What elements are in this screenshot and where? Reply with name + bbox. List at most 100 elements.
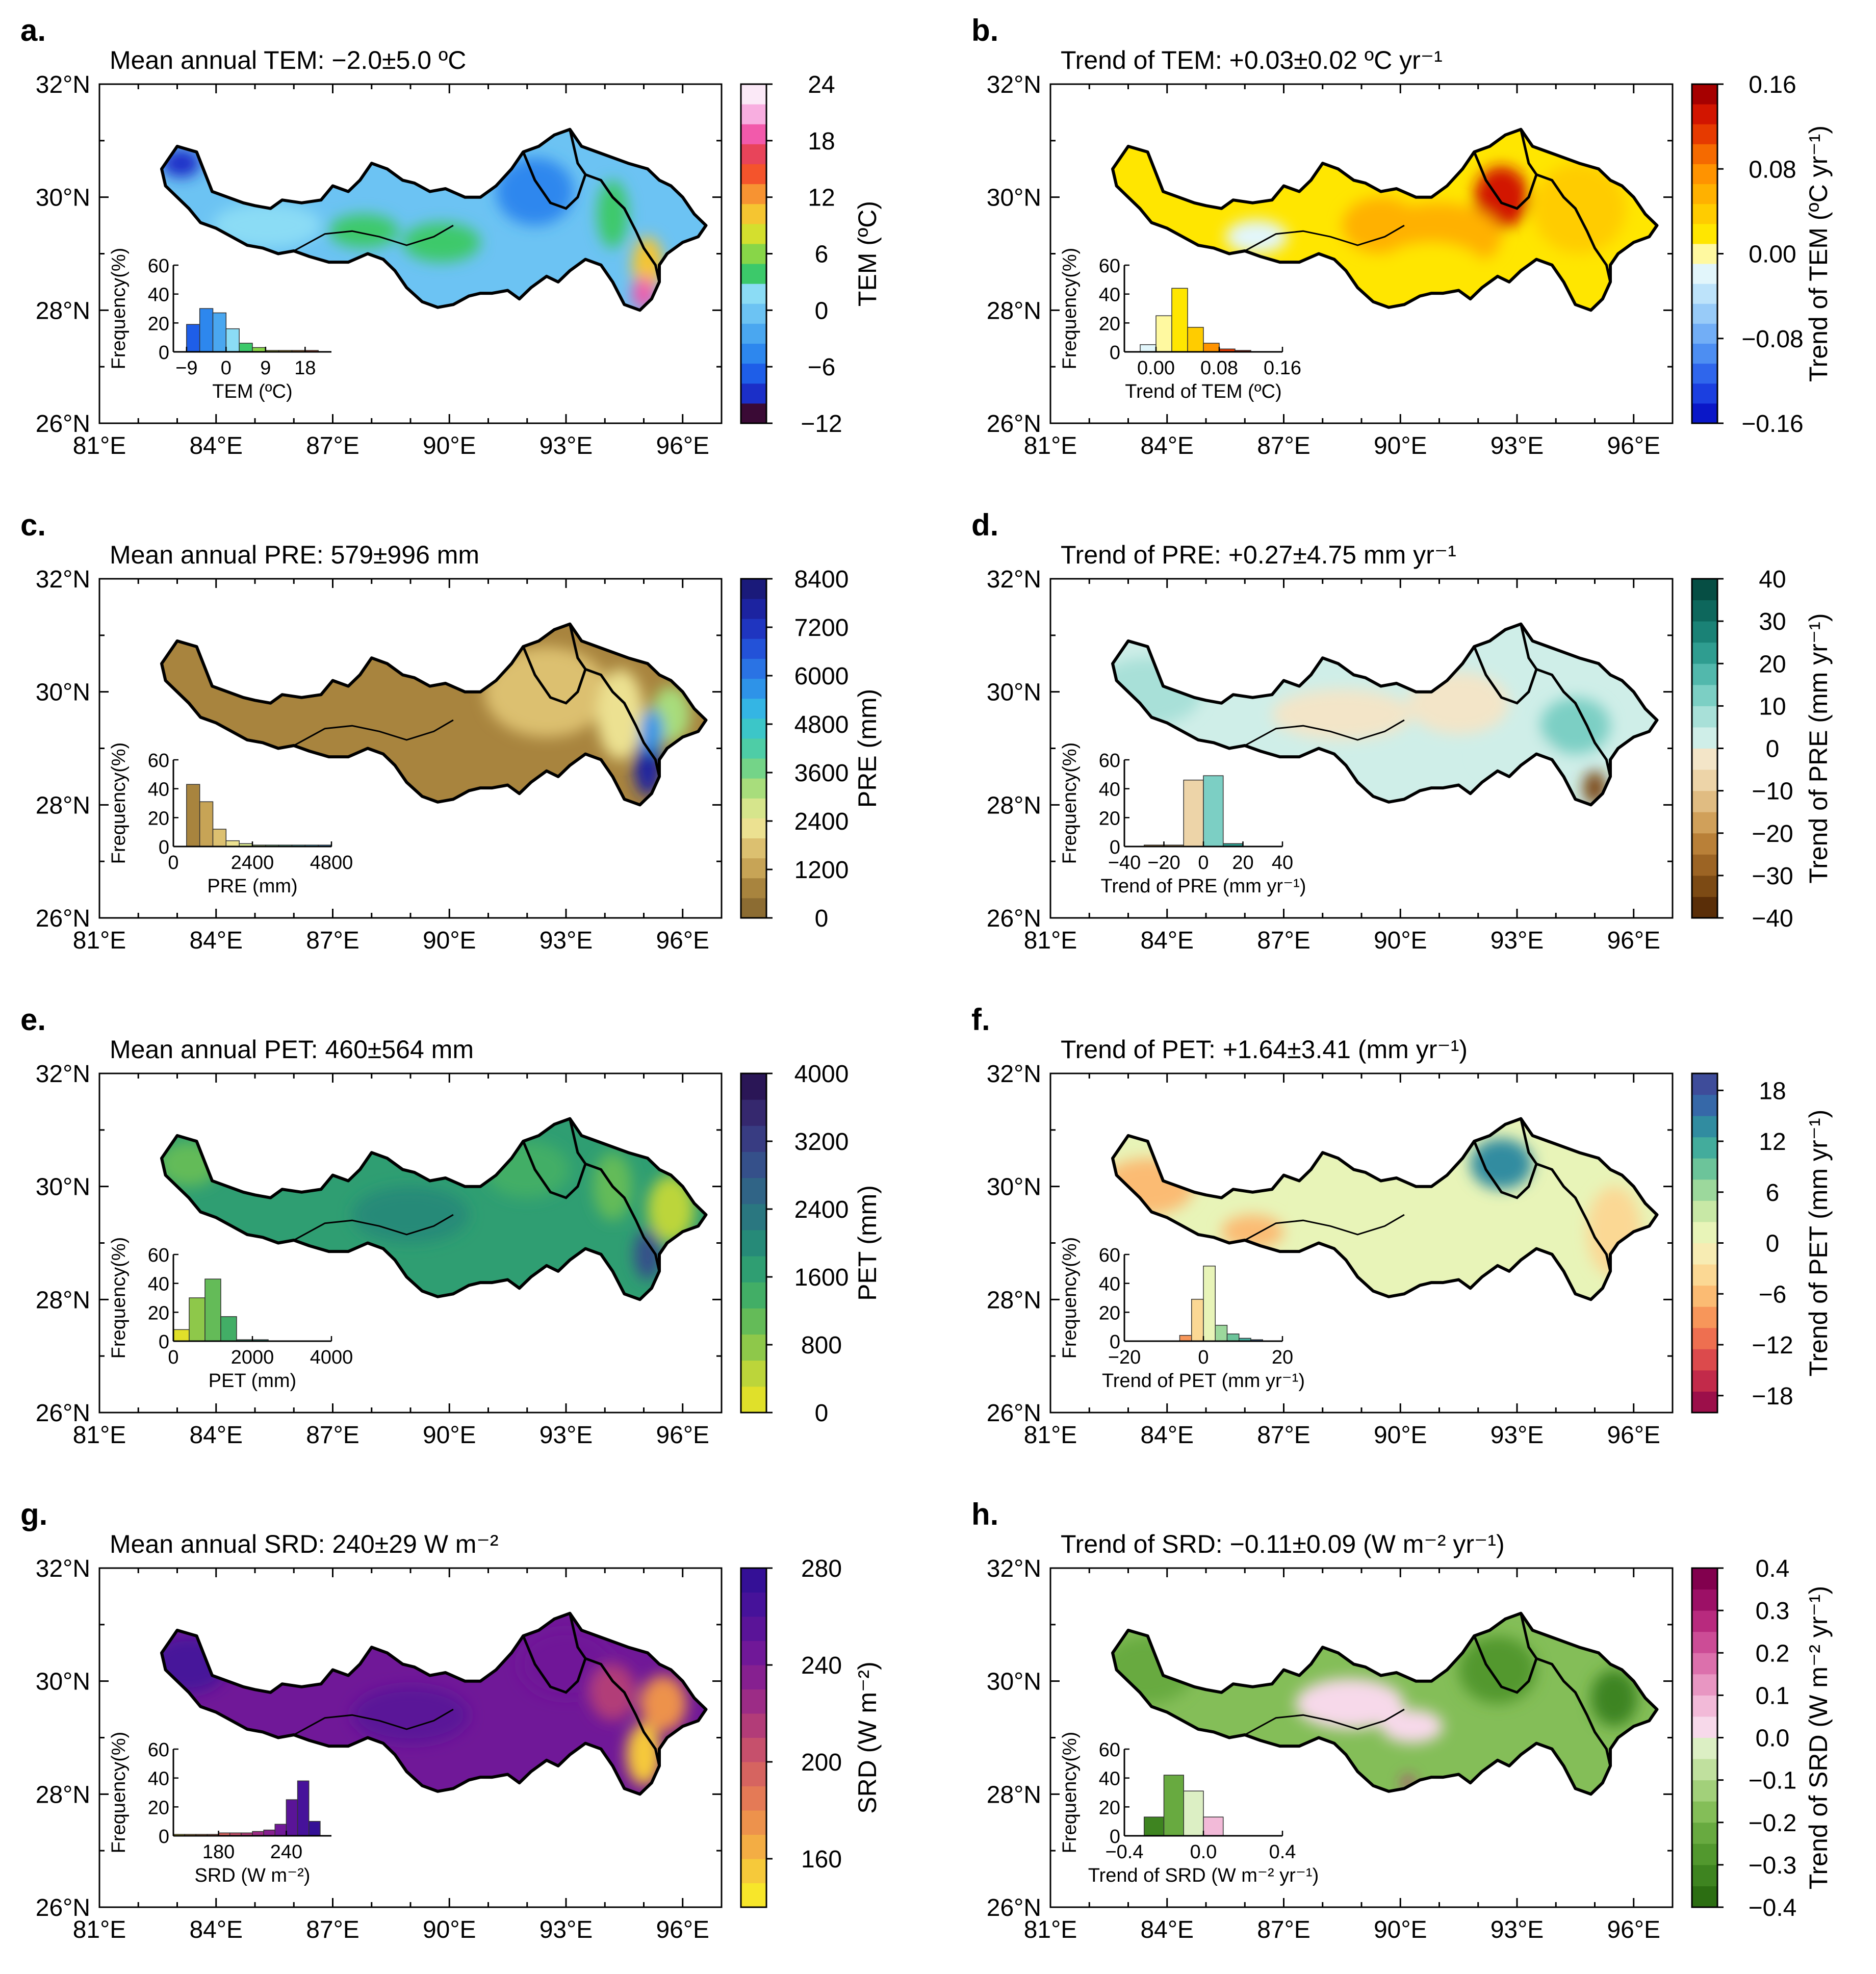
lon-tick-label: 96°E — [1607, 432, 1660, 459]
colorbar-segment — [1692, 1674, 1717, 1696]
colorbar-segment — [1692, 833, 1717, 855]
colorbar-label: Trend of SRD (W m⁻² yr⁻¹) — [1804, 1586, 1833, 1889]
colorbar-segment — [741, 638, 766, 659]
histogram-x-tick-label: 180 — [202, 1841, 235, 1863]
colorbar-segment — [741, 898, 766, 918]
histogram-y-label: Frequency(%) — [108, 742, 130, 864]
histogram-y-tick-label: 20 — [148, 808, 169, 829]
histogram-bar — [186, 784, 200, 847]
value-region — [1590, 1670, 1638, 1727]
histogram-bar — [1203, 1265, 1216, 1342]
lat-tick-label: 30°N — [987, 679, 1041, 706]
colorbar-segment — [1692, 383, 1717, 404]
sub-basin-boundary — [1520, 1118, 1612, 1272]
histogram-bar — [1179, 1335, 1192, 1342]
sub-basin-boundary — [569, 1613, 661, 1766]
colorbar-tick-label: −30 — [1752, 863, 1793, 890]
histogram-x-tick-label: 20 — [1232, 852, 1253, 874]
colorbar-tick-label: 6 — [815, 241, 829, 268]
lon-tick-label: 96°E — [656, 432, 709, 459]
colorbar-segment — [741, 1762, 766, 1786]
colorbar: 40 30 20 10 0 −10 −20 −30 −40 Trend of PRE (mm yr… — [1691, 566, 1833, 932]
sub-basin-boundary — [1520, 1613, 1612, 1766]
colorbar-tick-label: 2400 — [794, 808, 849, 835]
colorbar-segment — [1692, 124, 1717, 144]
sub-basin-boundary — [569, 1118, 661, 1272]
colorbar-segment — [1692, 343, 1717, 364]
panel-title: Mean annual SRD: 240±29 W m⁻² — [110, 1530, 499, 1558]
colorbar-segment — [741, 1334, 766, 1361]
histogram-bar — [1191, 1299, 1204, 1342]
inset-histogram: 60 40 20 0 Frequency(%) 0 2000 4000 PET (mm) — [108, 1237, 353, 1392]
sub-basin-boundary — [1473, 646, 1538, 705]
colorbar-segment — [1692, 1695, 1717, 1717]
lat-tick-label: 26°N — [36, 411, 90, 438]
basin-outline — [160, 1117, 708, 1301]
histogram-y-tick-label: 0 — [1110, 342, 1120, 364]
colorbar-segment — [741, 84, 766, 105]
basin-pattern — [162, 1630, 687, 1786]
lon-tick-label: 84°E — [189, 1916, 243, 1943]
lat-tick-label: 28°N — [987, 792, 1041, 819]
lat-tick-label: 30°N — [987, 1669, 1041, 1696]
colorbar-segment — [1692, 104, 1717, 124]
panel-label: b. — [971, 13, 998, 47]
value-region — [626, 1723, 661, 1786]
colorbar-segment — [1692, 812, 1717, 834]
colorbar-segment — [741, 1177, 766, 1204]
colorbar-tick-label: 8400 — [794, 566, 849, 593]
histogram-y-tick-label: 20 — [148, 1797, 169, 1818]
histogram-y-tick-label: 60 — [148, 750, 169, 772]
colorbar-segment — [741, 164, 766, 185]
panel-title: Mean annual TEM: −2.0±5.0 ºC — [110, 46, 466, 74]
histogram-x-tick-label: 4800 — [310, 852, 353, 874]
lon-tick-label: 84°E — [189, 927, 243, 954]
lon-tick-label: 81°E — [73, 927, 126, 954]
colorbar: 0.4 0.3 0.2 0.1 0.0 −0.1 −0.2 −0.3 −0.4 Trend of … — [1691, 1555, 1833, 1921]
colorbar-segment — [741, 1151, 766, 1178]
colorbar-segment — [741, 1713, 766, 1738]
colorbar-segment — [1692, 264, 1717, 284]
colorbar-segment — [1692, 621, 1717, 643]
colorbar-tick-label: 0.2 — [1756, 1640, 1790, 1667]
colorbar-segment — [741, 1229, 766, 1257]
lon-tick-label: 87°E — [1257, 1916, 1310, 1943]
panel-title: Trend of PET: +1.64±3.41 (mm yr⁻¹) — [1061, 1035, 1468, 1064]
lon-tick-label: 87°E — [306, 432, 359, 459]
colorbar-tick-label: 0 — [815, 1400, 829, 1427]
colorbar-segment — [741, 579, 766, 599]
value-region — [212, 202, 321, 248]
colorbar-tick-label: −0.16 — [1741, 411, 1803, 438]
lat-tick-label: 32°N — [36, 1061, 90, 1088]
histogram-x-tick-label: 0 — [1198, 852, 1209, 874]
panel-label: h. — [971, 1497, 998, 1531]
colorbar-tick-label: −12 — [1752, 1332, 1793, 1359]
colorbar-segment — [1692, 1327, 1717, 1349]
colorbar-segment — [1692, 1391, 1717, 1413]
colorbar-tick-label: −10 — [1752, 778, 1793, 805]
histogram-y-tick-label: 20 — [1099, 1797, 1120, 1818]
lat-tick-label: 30°N — [36, 1669, 90, 1696]
histogram-bar — [286, 1799, 298, 1836]
basin-map — [162, 129, 706, 311]
value-region — [1458, 1636, 1537, 1704]
histogram-bar — [189, 1297, 205, 1342]
histogram-y-tick-label: 60 — [1099, 750, 1120, 772]
colorbar-segment — [741, 1125, 766, 1152]
colorbar-segment — [1692, 1822, 1717, 1844]
colorbar-segment — [1692, 303, 1717, 324]
colorbar-tick-label: 0.16 — [1749, 71, 1796, 98]
lon-tick-label: 84°E — [1140, 1422, 1194, 1449]
colorbar-tick-label: 4800 — [794, 711, 849, 738]
histogram-bar — [308, 1821, 321, 1836]
value-region — [1295, 1678, 1404, 1729]
histogram-x-label: SRD (W m⁻²) — [195, 1865, 311, 1886]
histogram-bar — [239, 343, 253, 352]
histogram-bar — [297, 1780, 310, 1836]
histogram-bar — [1163, 1775, 1184, 1836]
colorbar-segment — [1692, 1843, 1717, 1865]
lon-tick-label: 96°E — [656, 927, 709, 954]
